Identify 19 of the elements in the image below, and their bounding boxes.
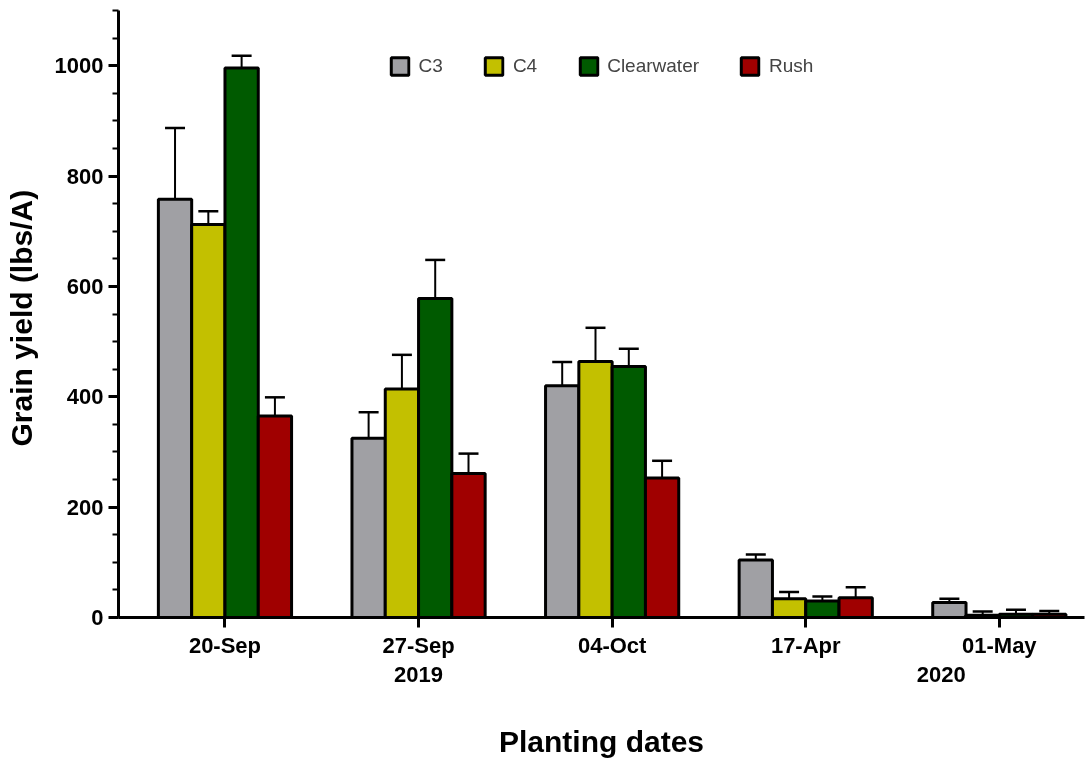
- legend-label: C3: [418, 55, 443, 77]
- legend-label: Rush: [769, 55, 814, 77]
- y-tick-label: 400: [66, 384, 104, 410]
- text: 2019: [394, 661, 444, 687]
- x-tick-label: 17-Apr: [770, 632, 842, 658]
- y-tick-label: 0: [91, 605, 104, 630]
- x-tick-label: 04-Oct: [577, 632, 648, 658]
- legend-label: Clearwater: [607, 55, 700, 77]
- y-tick-label: 600: [66, 273, 104, 299]
- text: 2020: [916, 661, 966, 687]
- legend-label: C4: [512, 55, 538, 77]
- x-tick-label: 27-Sep: [382, 632, 455, 658]
- y-tick-label: 200: [66, 494, 104, 520]
- y-tick-label: 800: [66, 163, 104, 189]
- x-tick-label: 01-May: [962, 632, 1038, 658]
- y-axis-title: Grain yield (lbs/A): [4, 189, 38, 447]
- y-tick-label: 1000: [54, 53, 104, 79]
- x-axis-title: Planting dates: [498, 724, 705, 758]
- x-tick-label: 20-Sep: [188, 632, 262, 658]
